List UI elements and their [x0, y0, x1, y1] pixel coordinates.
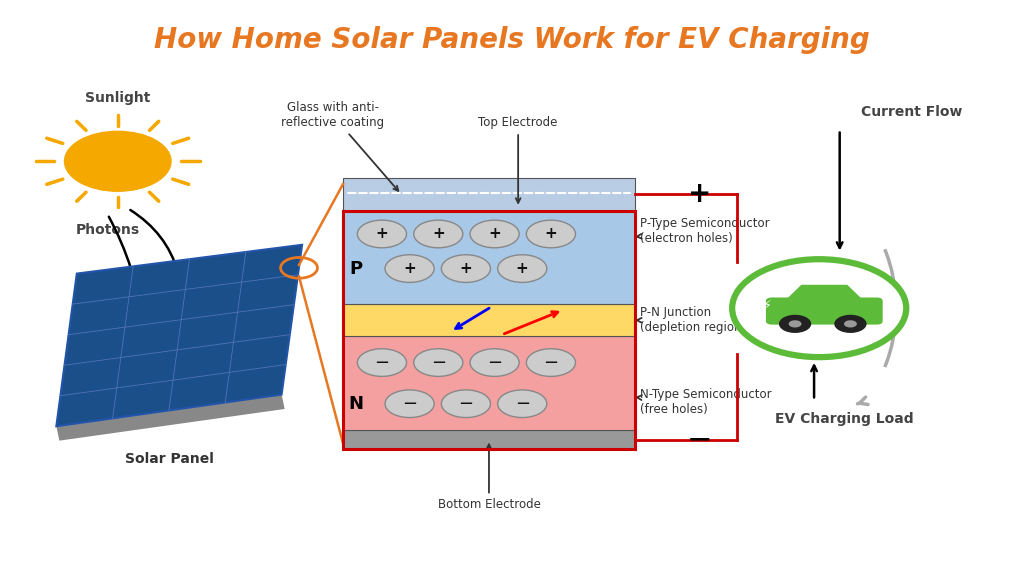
Text: −: −	[375, 354, 389, 372]
Text: −: −	[487, 354, 502, 372]
Text: +: +	[545, 226, 557, 241]
Text: −: −	[687, 425, 712, 454]
Circle shape	[441, 255, 490, 282]
Circle shape	[441, 390, 490, 418]
Circle shape	[414, 348, 463, 376]
Text: Glass with anti-
reflective coating: Glass with anti- reflective coating	[282, 101, 398, 191]
Polygon shape	[56, 395, 285, 441]
Circle shape	[498, 390, 547, 418]
Text: +: +	[432, 226, 444, 241]
Text: −: −	[544, 354, 558, 372]
Text: −: −	[515, 395, 529, 413]
Text: Bottom Electrode: Bottom Electrode	[437, 445, 541, 511]
Text: +: +	[688, 180, 711, 209]
Circle shape	[385, 255, 434, 282]
Text: How Home Solar Panels Work for EV Charging: How Home Solar Panels Work for EV Chargi…	[155, 26, 869, 54]
Text: P-N Junction
(depletion region): P-N Junction (depletion region)	[637, 306, 746, 334]
Text: P-Type Semiconductor
(electron holes): P-Type Semiconductor (electron holes)	[637, 217, 770, 245]
Text: +: +	[403, 261, 416, 276]
Circle shape	[357, 348, 407, 376]
Polygon shape	[784, 285, 864, 301]
Text: +: +	[376, 226, 388, 241]
Circle shape	[526, 220, 575, 248]
Circle shape	[788, 320, 802, 328]
Text: P: P	[350, 260, 362, 278]
Text: ⚡: ⚡	[763, 298, 771, 312]
Bar	[343, 430, 635, 449]
Circle shape	[65, 131, 171, 191]
Text: Photons: Photons	[76, 223, 139, 237]
Text: +: +	[516, 261, 528, 276]
Circle shape	[470, 348, 519, 376]
Bar	[343, 336, 635, 430]
Circle shape	[732, 259, 906, 357]
Circle shape	[835, 314, 866, 333]
Circle shape	[470, 220, 519, 248]
Text: −: −	[402, 395, 417, 413]
Text: Sunlight: Sunlight	[85, 92, 151, 105]
Text: N-Type Semiconductor
(free holes): N-Type Semiconductor (free holes)	[637, 388, 772, 416]
Circle shape	[526, 348, 575, 376]
Circle shape	[385, 390, 434, 418]
Bar	[343, 211, 635, 304]
Text: N: N	[349, 395, 364, 413]
Text: +: +	[460, 261, 472, 276]
Circle shape	[498, 255, 547, 282]
Circle shape	[357, 220, 407, 248]
Text: EV Charging Load: EV Charging Load	[775, 412, 914, 426]
Bar	[343, 179, 635, 211]
Text: −: −	[459, 395, 473, 413]
Text: +: +	[488, 226, 501, 241]
Polygon shape	[56, 245, 302, 426]
Bar	[343, 304, 635, 336]
Text: Top Electrode: Top Electrode	[478, 116, 558, 203]
Text: −: −	[431, 354, 445, 372]
Circle shape	[779, 314, 811, 333]
Bar	[343, 211, 635, 449]
Text: Solar Panel: Solar Panel	[125, 452, 213, 466]
Circle shape	[844, 320, 857, 328]
Text: Current Flow: Current Flow	[861, 105, 962, 119]
FancyBboxPatch shape	[766, 297, 883, 325]
Circle shape	[414, 220, 463, 248]
